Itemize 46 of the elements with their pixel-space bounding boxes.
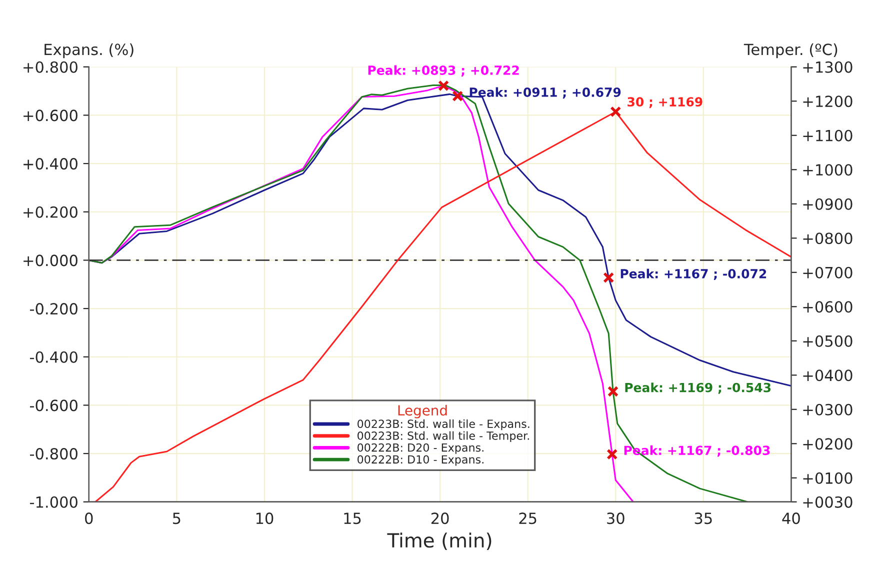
- x-tick-label: 40: [782, 512, 800, 524]
- y2-tick-label: +0400: [803, 370, 852, 382]
- y2-tick-label: +1200: [803, 96, 852, 108]
- y2-tick-label: +0100: [803, 472, 852, 484]
- y2-tick-label: +0030: [803, 496, 852, 508]
- x-tick-label: 20: [431, 512, 449, 524]
- y-tick-label: -0.800: [30, 448, 78, 460]
- legend-label: 00222B: D10 - Expans.: [358, 455, 484, 466]
- data-label: Peak: +0911 ; +0.679: [470, 87, 621, 99]
- y2-axis-title: Temper. (ºC): [744, 43, 838, 58]
- legend-label: 00223B: Std. wall tile - Expans.: [358, 419, 530, 430]
- y-axis-title: Expans. (%): [44, 43, 134, 58]
- data-label: Peak: +1169 ; -0.543: [625, 382, 771, 394]
- x-tick-label: 5: [173, 512, 180, 524]
- data-label: Peak: +0893 ; +0.722: [368, 65, 519, 77]
- data-label: Peak: +1167 ; -0.072: [620, 268, 766, 280]
- y2-tick-label: +0900: [803, 198, 852, 210]
- y2-tick-label: +1000: [803, 164, 852, 176]
- y2-tick-label: +1300: [803, 61, 852, 73]
- legend-label: 00222B: D20 - Expans.: [358, 443, 484, 454]
- y-tick-label: -1.000: [30, 496, 78, 508]
- y2-tick-label: +0200: [803, 438, 852, 450]
- y2-tick-label: +0800: [803, 232, 852, 244]
- y-tick-label: +0.400: [24, 158, 78, 170]
- x-tick-label: 0: [85, 512, 93, 524]
- x-tick-label: 35: [694, 512, 712, 524]
- x-axis-title: Time (min): [387, 532, 492, 550]
- x-tick-label: 15: [344, 512, 361, 524]
- legend-label: 00223B: Std. wall tile - Temper.: [358, 431, 529, 442]
- y-tick-label: +0.200: [24, 206, 78, 218]
- y-tick-label: -0.400: [30, 351, 78, 363]
- y-tick-label: +0.600: [24, 110, 78, 122]
- y2-tick-label: +0600: [803, 301, 852, 313]
- y2-tick-label: +0300: [803, 404, 852, 416]
- y2-tick-label: +1100: [803, 130, 852, 142]
- y2-tick-label: +0700: [803, 266, 852, 278]
- data-label: 30 ; +1169: [628, 97, 702, 108]
- y-tick-label: +0.000: [24, 254, 78, 266]
- legend-title: Legend: [398, 404, 447, 418]
- x-tick-label: 10: [256, 512, 274, 524]
- y2-tick-label: +0500: [803, 335, 852, 347]
- x-tick-label: 30: [607, 512, 624, 524]
- y-tick-label: -0.600: [30, 400, 78, 412]
- y-tick-label: -0.200: [30, 303, 78, 315]
- y-tick-label: +0.800: [24, 61, 78, 73]
- x-tick-label: 25: [519, 512, 536, 524]
